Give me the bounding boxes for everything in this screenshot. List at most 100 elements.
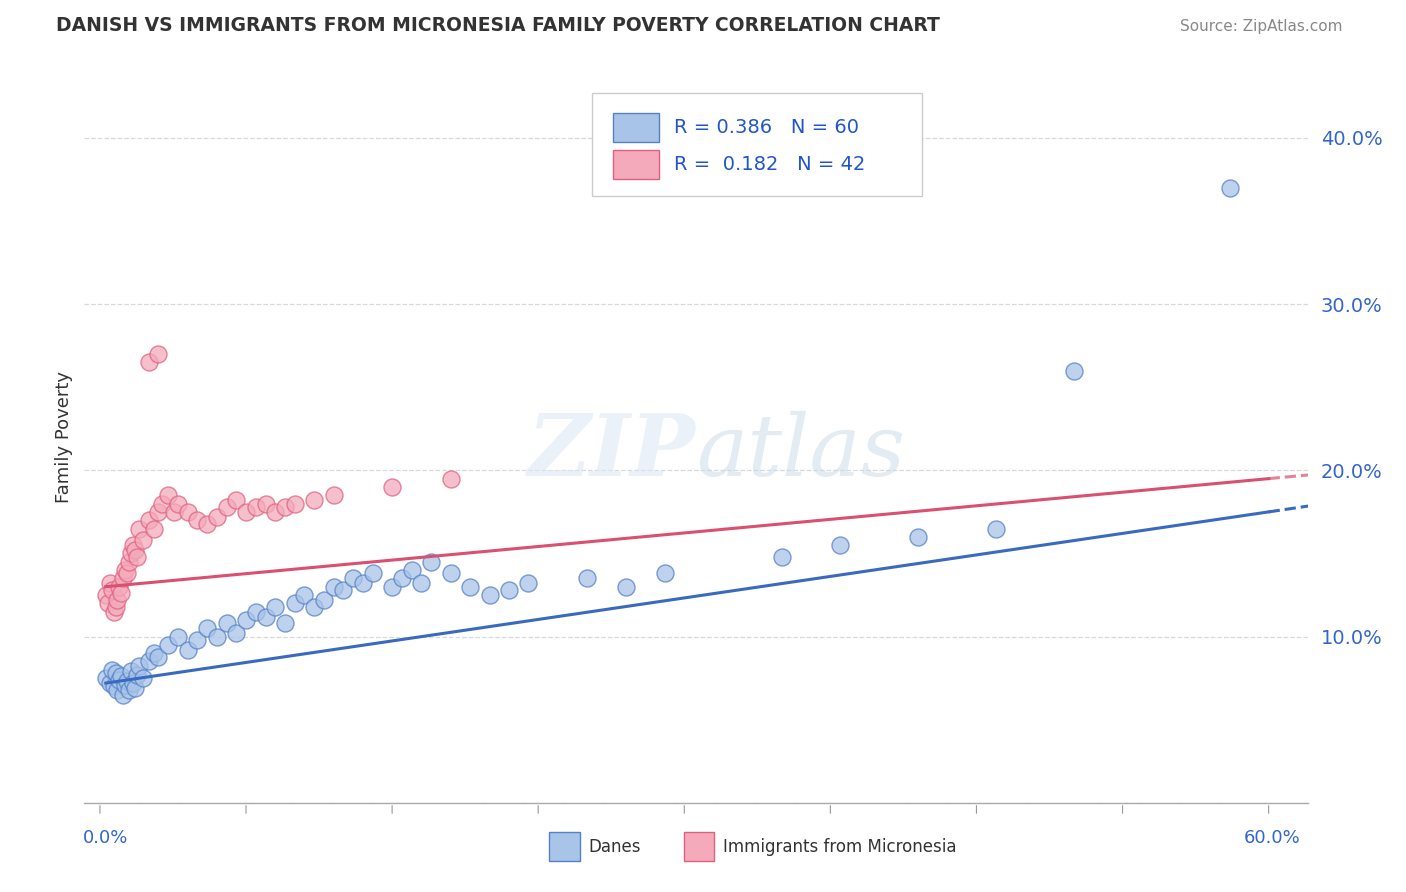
Point (157, 638, 180, 652)
Point (104, 666, 127, 681)
Point (103, 605, 125, 619)
Point (114, 678, 136, 692)
Point (176, 505, 198, 519)
Point (381, 580, 404, 594)
Point (215, 616, 238, 631)
Point (411, 576, 433, 591)
Point (245, 605, 267, 619)
Point (284, 497, 307, 511)
Point (420, 555, 443, 569)
Point (163, 505, 186, 519)
Y-axis label: Family Poverty: Family Poverty (55, 371, 73, 503)
Point (439, 472, 461, 486)
Point (907, 530, 929, 544)
Point (984, 521, 1007, 535)
Point (107, 682, 129, 697)
Point (120, 665, 142, 679)
Point (770, 549, 793, 564)
Text: ZIP: ZIP (529, 410, 696, 493)
Point (128, 659, 150, 673)
Point (143, 646, 166, 660)
Point (312, 593, 335, 607)
Point (322, 580, 344, 594)
Text: 60.0%: 60.0% (1244, 829, 1301, 847)
Point (100, 582, 122, 597)
Point (205, 509, 228, 524)
Point (166, 497, 188, 511)
Point (498, 582, 520, 597)
Point (254, 609, 277, 624)
Point (274, 616, 297, 631)
Point (391, 571, 413, 585)
Point (150, 497, 173, 511)
Point (132, 533, 155, 548)
Point (148, 649, 170, 664)
Point (98, 676, 121, 690)
Point (186, 632, 208, 647)
Point (332, 582, 354, 597)
Point (176, 643, 198, 657)
Point (381, 480, 404, 494)
FancyBboxPatch shape (592, 94, 922, 195)
Point (128, 521, 150, 535)
Point (401, 563, 423, 577)
Point (100, 663, 122, 677)
Text: Danes: Danes (588, 838, 641, 855)
Point (108, 580, 131, 594)
Point (118, 682, 141, 697)
Point (166, 630, 188, 644)
Point (245, 500, 267, 514)
Point (264, 505, 287, 519)
Point (458, 580, 481, 594)
Point (120, 546, 142, 560)
Point (575, 571, 598, 585)
Text: atlas: atlas (696, 410, 905, 493)
Point (118, 555, 141, 569)
Point (654, 566, 676, 581)
Text: DANISH VS IMMIGRANTS FROM MICRONESIA FAMILY POVERTY CORRELATION CHART: DANISH VS IMMIGRANTS FROM MICRONESIA FAM… (56, 16, 941, 35)
Point (110, 586, 132, 600)
Point (110, 669, 132, 683)
Point (148, 347, 170, 361)
Point (1063, 363, 1085, 377)
Point (98, 576, 121, 591)
Point (122, 538, 145, 552)
Point (225, 493, 247, 508)
Point (517, 576, 540, 591)
Point (157, 488, 180, 502)
Text: R =  0.182   N = 42: R = 0.182 N = 42 (673, 154, 865, 174)
Point (284, 596, 307, 610)
Point (294, 588, 316, 602)
Point (478, 588, 501, 602)
Point (124, 681, 146, 695)
Point (439, 566, 461, 581)
Point (1219, 180, 1241, 194)
Point (254, 497, 277, 511)
Text: Immigrants from Micronesia: Immigrants from Micronesia (723, 838, 956, 855)
Point (264, 599, 287, 614)
Point (94, 588, 117, 602)
Point (352, 576, 374, 591)
Point (302, 599, 325, 614)
Point (235, 505, 257, 519)
Point (195, 621, 218, 635)
Bar (613, 113, 659, 143)
Point (114, 563, 136, 577)
Point (107, 593, 129, 607)
Point (103, 680, 125, 694)
Bar (550, 832, 579, 862)
Point (115, 566, 138, 581)
Point (94, 671, 117, 685)
Point (132, 671, 155, 685)
Point (125, 549, 148, 564)
Point (124, 543, 146, 558)
Point (302, 493, 325, 508)
Point (115, 674, 138, 689)
Bar (683, 832, 714, 862)
Point (205, 630, 228, 644)
Point (225, 626, 247, 640)
Bar (613, 150, 659, 179)
Text: 0.0%: 0.0% (83, 829, 128, 847)
Point (322, 488, 344, 502)
Point (235, 613, 257, 627)
